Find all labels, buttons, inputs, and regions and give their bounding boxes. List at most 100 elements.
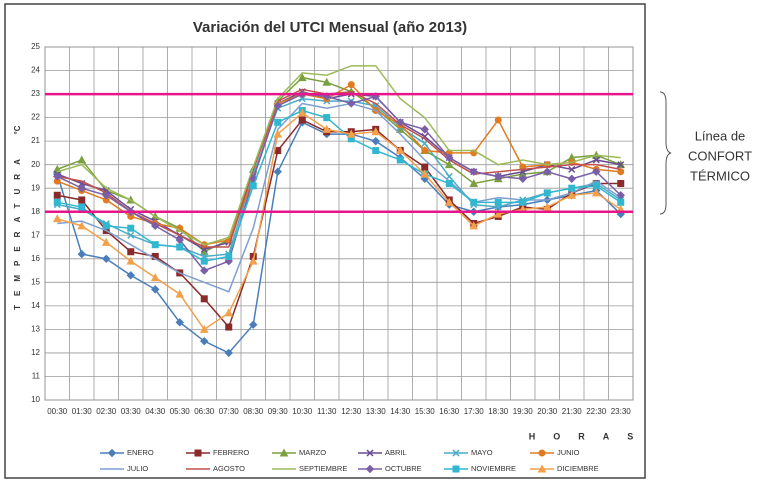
marker bbox=[249, 174, 258, 183]
marker bbox=[77, 183, 86, 193]
marker bbox=[249, 182, 257, 190]
marker bbox=[592, 167, 601, 176]
legend-label: AGOSTO bbox=[213, 464, 245, 473]
marker bbox=[396, 156, 404, 164]
brace bbox=[659, 91, 672, 215]
marker bbox=[200, 336, 209, 346]
marker bbox=[372, 147, 380, 155]
marker bbox=[199, 324, 209, 333]
marker bbox=[591, 188, 601, 197]
marker bbox=[77, 249, 86, 259]
y-tick-label: 24 bbox=[31, 66, 40, 75]
marker bbox=[371, 136, 380, 146]
legend-label: DICIEMBRE bbox=[557, 464, 599, 473]
marker bbox=[151, 221, 160, 231]
marker bbox=[78, 203, 86, 211]
x-tick-label: 18:30 bbox=[488, 407, 509, 416]
marker bbox=[175, 289, 185, 298]
legend-label: ENERO bbox=[127, 448, 154, 457]
marker bbox=[102, 222, 110, 230]
x-axis-label: HORAS bbox=[529, 431, 652, 441]
marker bbox=[53, 191, 61, 199]
legend-label: JUNIO bbox=[557, 448, 580, 457]
marker bbox=[126, 256, 136, 265]
y-tick-label: 16 bbox=[31, 254, 40, 263]
marker bbox=[346, 129, 356, 138]
marker bbox=[102, 191, 111, 200]
series-line bbox=[56, 93, 622, 272]
marker bbox=[225, 252, 233, 260]
marker bbox=[347, 81, 355, 89]
marker bbox=[224, 308, 234, 317]
x-tick-label: 20:30 bbox=[537, 407, 558, 416]
marker bbox=[420, 169, 430, 178]
annotation: TÉRMICO bbox=[690, 168, 750, 183]
marker bbox=[53, 198, 61, 206]
marker bbox=[568, 165, 576, 173]
marker bbox=[421, 147, 429, 155]
y-axis-unit: °C bbox=[13, 125, 22, 134]
marker bbox=[297, 108, 307, 117]
x-tick-label: 11:30 bbox=[317, 407, 337, 416]
marker bbox=[273, 129, 283, 138]
marker bbox=[519, 198, 527, 206]
marker bbox=[371, 127, 381, 136]
series-line bbox=[56, 121, 622, 354]
marker bbox=[469, 167, 478, 176]
marker bbox=[127, 224, 135, 232]
marker bbox=[224, 348, 233, 358]
marker bbox=[366, 449, 374, 457]
marker bbox=[151, 241, 159, 249]
legend-label: OCTUBRE bbox=[385, 464, 422, 473]
x-tick-label: 06:30 bbox=[194, 407, 215, 416]
series-line bbox=[57, 65, 621, 246]
marker bbox=[617, 198, 625, 206]
marker bbox=[279, 448, 289, 457]
y-tick-label: 25 bbox=[31, 42, 40, 51]
annotation: Línea de bbox=[695, 128, 746, 143]
marker bbox=[469, 221, 479, 230]
legend-label: SEPTIEMBRE bbox=[299, 464, 347, 473]
marker bbox=[543, 189, 551, 197]
marker bbox=[249, 320, 258, 329]
legend-label: NOVIEMBRE bbox=[471, 464, 516, 473]
x-tick-label: 23:30 bbox=[611, 407, 632, 416]
marker bbox=[78, 196, 86, 204]
marker bbox=[537, 464, 547, 473]
marker bbox=[175, 235, 184, 245]
chart-title: Variación del UTCI Mensual (año 2013) bbox=[193, 19, 467, 36]
marker bbox=[101, 237, 111, 246]
marker bbox=[616, 191, 625, 200]
marker bbox=[518, 174, 527, 183]
marker bbox=[494, 172, 503, 181]
series-line bbox=[57, 98, 622, 258]
marker bbox=[592, 156, 600, 164]
x-tick-label: 04:30 bbox=[145, 407, 166, 416]
x-tick-label: 16:30 bbox=[439, 407, 460, 416]
marker bbox=[469, 178, 479, 187]
marker bbox=[126, 271, 135, 280]
legend-label: MARZO bbox=[299, 448, 326, 457]
y-tick-label: 19 bbox=[31, 183, 40, 192]
marker bbox=[323, 114, 331, 122]
y-tick-label: 15 bbox=[31, 277, 40, 286]
marker bbox=[274, 118, 282, 126]
legend-label: JULIO bbox=[127, 464, 148, 473]
x-tick-label: 07:30 bbox=[219, 407, 240, 416]
y-tick-label: 11 bbox=[32, 372, 41, 381]
legend-label: FEBRERO bbox=[213, 448, 249, 457]
x-tick-label: 14:30 bbox=[390, 407, 411, 416]
marker bbox=[568, 184, 576, 192]
marker bbox=[248, 256, 258, 265]
x-tick-label: 02:30 bbox=[96, 407, 117, 416]
marker bbox=[347, 99, 356, 108]
marker bbox=[444, 160, 454, 169]
legend-label: MAYO bbox=[471, 448, 493, 457]
marker bbox=[322, 124, 332, 133]
series-line bbox=[57, 111, 622, 331]
marker bbox=[127, 231, 135, 239]
marker bbox=[77, 155, 87, 164]
legend-label: ABRIL bbox=[385, 448, 407, 457]
marker bbox=[617, 161, 625, 169]
